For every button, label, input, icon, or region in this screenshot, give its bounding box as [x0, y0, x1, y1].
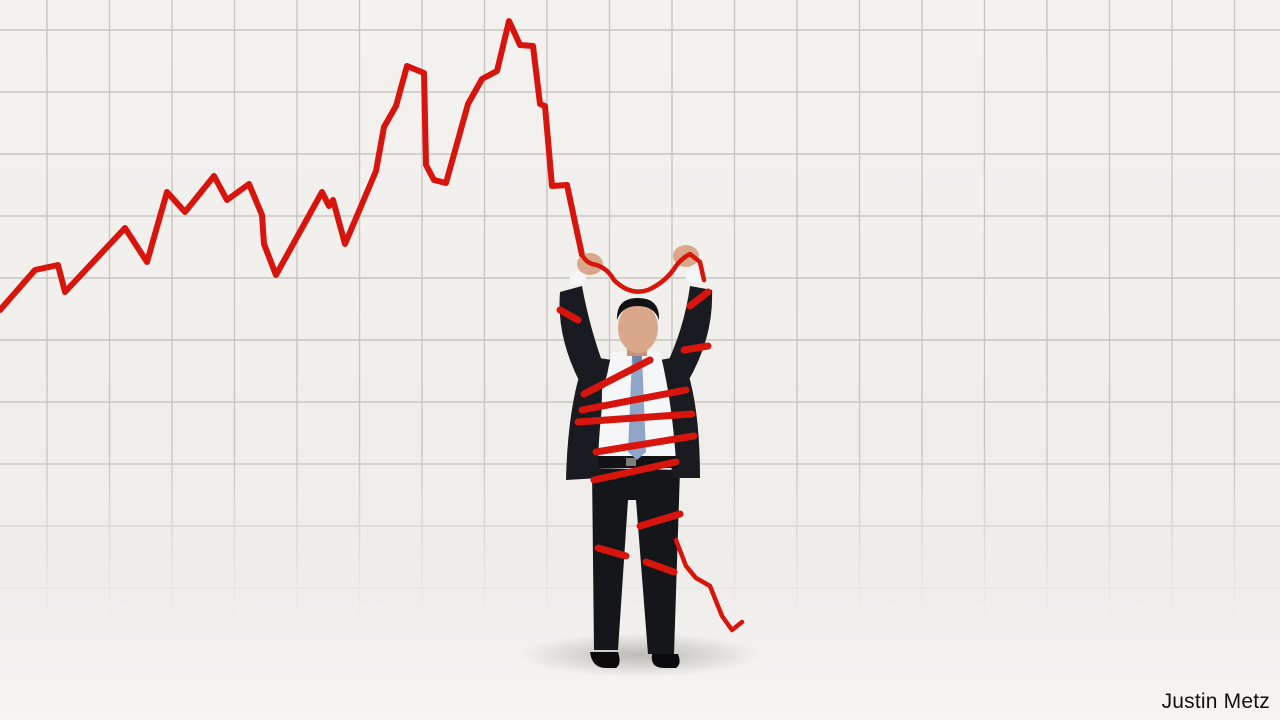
- ribbon-wrap-waist: [592, 432, 698, 456]
- ribbon-wrap-knee-left: [594, 544, 630, 560]
- photo-credit: Justin Metz: [1161, 690, 1270, 713]
- belt-buckle: [626, 458, 636, 466]
- face: [618, 303, 658, 353]
- ribbon-wrap-arm-right: [686, 288, 712, 310]
- hair: [616, 298, 660, 320]
- floor-shadow: [520, 633, 760, 677]
- ribbon-tail: [673, 537, 745, 633]
- ribbon-wrap-knee-right: [642, 558, 678, 576]
- right-shoe: [651, 654, 680, 668]
- trousers: [592, 468, 680, 654]
- ribbon-wrap-arm-right-lower: [680, 342, 712, 354]
- ribbon-wraps: [556, 288, 712, 576]
- ribbon-wrap-thigh: [636, 510, 684, 530]
- tie: [628, 356, 646, 460]
- ribbon-wrap-arm-left: [556, 306, 582, 324]
- left-cuff: [570, 272, 586, 284]
- left-shoe: [590, 652, 620, 668]
- right-cuff: [686, 270, 702, 282]
- left-arm: [559, 286, 606, 390]
- ribbon-wrap-chest-3: [574, 410, 696, 426]
- ribbon-overhead: [579, 251, 707, 294]
- ribbon-wrap-chest-2: [578, 386, 690, 414]
- ribbon-wrap-hip: [590, 458, 680, 484]
- chart-line: [0, 18, 585, 313]
- right-arm: [664, 286, 713, 388]
- ribbon-wrap-chest-1: [580, 356, 654, 398]
